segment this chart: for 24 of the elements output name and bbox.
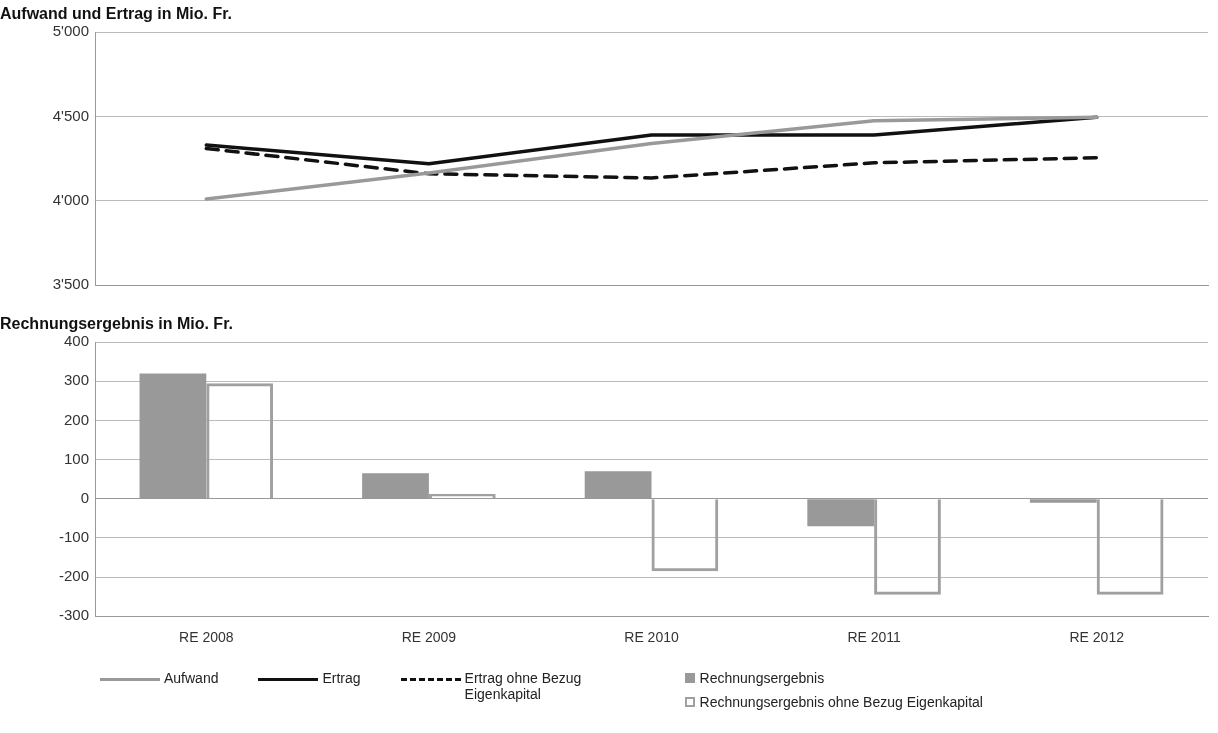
y-tick-label: 4'000 <box>52 190 89 208</box>
x-tick-label: RE 2011 <box>847 629 902 646</box>
chart-title: Aufwand und Ertrag in Mio. Fr. <box>0 5 232 23</box>
y-tick-label: 5'000 <box>52 22 89 40</box>
y-tick-label: 200 <box>63 410 89 428</box>
y-tick-label: -100 <box>58 528 89 546</box>
legend-label: Rechnungsergebnis ohne Bezug Eigenkapital <box>699 694 983 710</box>
chart-title: Rechnungsergebnis in Mio. Fr. <box>0 315 233 333</box>
y-tick-label: 4'500 <box>52 106 89 124</box>
y-tick-label: 0 <box>80 488 89 506</box>
x-tick-label: RE 2008 <box>179 629 234 646</box>
y-tick-label: 3'500 <box>52 275 89 293</box>
x-tick-label: RE 2012 <box>1069 629 1125 646</box>
legend-label: Ertrag <box>322 670 361 686</box>
legend-label: Rechnungsergebnis <box>699 670 825 686</box>
y-tick-label: -300 <box>58 606 89 624</box>
y-tick-label: 100 <box>63 449 89 467</box>
legend-label: Ertrag ohne Bezug Eigenkapital <box>464 670 583 702</box>
x-tick-label: RE 2010 <box>624 629 679 646</box>
y-tick-label: -200 <box>58 567 89 585</box>
y-tick-label: 400 <box>63 332 89 350</box>
legend-label: Aufwand <box>164 670 219 686</box>
y-tick-label: 300 <box>63 371 89 389</box>
x-tick-label: RE 2009 <box>401 629 457 646</box>
